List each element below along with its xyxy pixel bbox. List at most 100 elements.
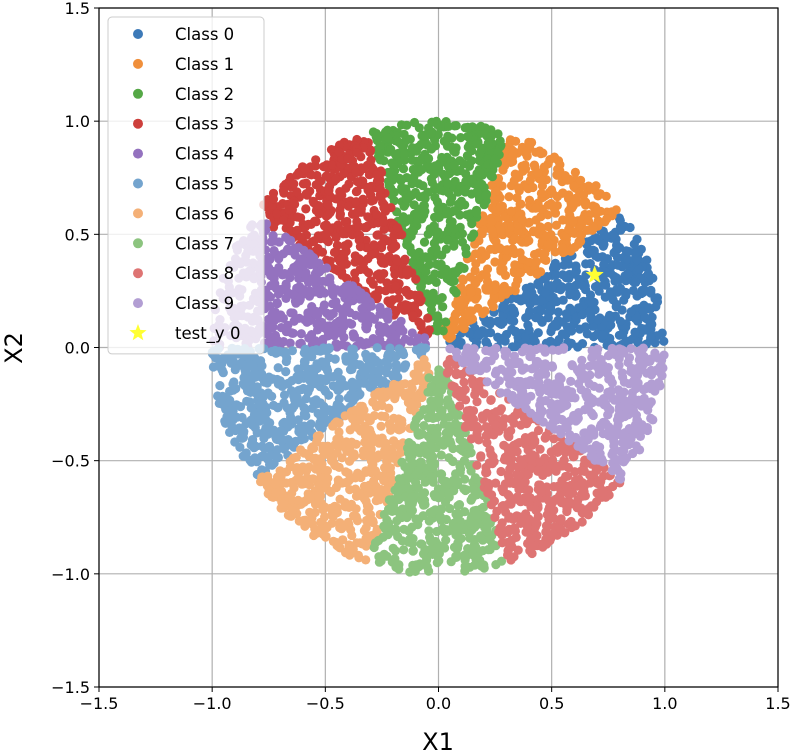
data-point (646, 332, 656, 342)
data-point (459, 456, 469, 466)
data-point (326, 487, 336, 497)
data-point (252, 457, 262, 467)
data-point (424, 252, 434, 262)
highlight-layer (585, 265, 604, 283)
data-point (316, 374, 326, 384)
data-point (462, 151, 472, 161)
data-point (380, 449, 391, 459)
data-point (379, 476, 389, 486)
data-point (563, 471, 573, 481)
data-point (624, 246, 634, 257)
data-point (456, 464, 466, 474)
data-point (510, 398, 521, 408)
data-point (494, 243, 504, 254)
data-point (358, 367, 368, 377)
data-point (465, 272, 476, 282)
data-point (400, 334, 410, 344)
data-point (278, 215, 288, 225)
data-point (311, 155, 321, 165)
data-point (343, 297, 353, 307)
data-point (351, 310, 361, 320)
data-point (399, 149, 409, 160)
data-point (655, 362, 665, 372)
data-point (634, 264, 645, 274)
data-point (392, 257, 402, 267)
data-point (301, 268, 311, 278)
data-point (402, 301, 412, 311)
data-point (242, 386, 253, 396)
data-point (303, 219, 313, 229)
data-point (511, 280, 521, 290)
data-point (463, 122, 473, 132)
data-point (328, 421, 338, 431)
data-point (458, 274, 468, 284)
data-point (376, 148, 386, 158)
data-point (630, 327, 640, 337)
data-point (466, 448, 476, 458)
data-point (369, 476, 379, 486)
data-point (523, 416, 533, 426)
data-point (397, 536, 407, 546)
data-point (561, 420, 571, 430)
data-point (548, 513, 559, 523)
data-point (496, 466, 506, 477)
data-point (420, 333, 430, 343)
data-point (531, 505, 541, 516)
data-point (481, 190, 491, 200)
ticks: −1.5 −1.0 −0.5 0.0 0.5 1.0 1.5−1.5−1.0−0.50.00… (51, 0, 791, 713)
data-point (614, 330, 625, 340)
data-point (538, 542, 548, 552)
data-point (444, 453, 454, 463)
data-point (263, 290, 273, 300)
legend-label: Class 3 (175, 115, 234, 134)
data-point (334, 147, 344, 157)
data-point (650, 348, 660, 358)
data-point (617, 368, 627, 378)
data-point (555, 491, 565, 501)
y-tick-label: −1.5 (51, 678, 90, 697)
data-point (402, 195, 412, 205)
data-point (229, 377, 239, 387)
data-point (222, 417, 232, 427)
data-point (431, 228, 441, 238)
data-point (647, 379, 657, 389)
data-point (296, 232, 306, 242)
data-point (431, 429, 441, 439)
legend-marker (133, 118, 143, 129)
data-point (571, 433, 581, 443)
data-point (488, 302, 498, 312)
data-point (540, 248, 550, 258)
data-point (305, 491, 315, 501)
data-point (322, 478, 332, 488)
data-point (269, 315, 279, 325)
data-point (532, 269, 542, 279)
data-point (523, 469, 533, 480)
data-point (389, 242, 399, 252)
data-point (561, 309, 572, 319)
data-point (475, 149, 485, 159)
data-point (476, 227, 487, 237)
data-point (598, 241, 608, 251)
data-point (473, 303, 483, 313)
data-point (532, 530, 542, 541)
data-point (508, 514, 518, 524)
data-point (538, 383, 548, 393)
data-point (528, 182, 538, 193)
data-point (595, 479, 605, 490)
data-point (498, 415, 508, 425)
data-point (279, 444, 289, 454)
data-point (314, 209, 324, 219)
data-point (450, 360, 461, 370)
data-point (528, 450, 538, 460)
data-point (256, 356, 266, 366)
data-point (506, 206, 516, 216)
data-point (434, 397, 445, 407)
data-point (449, 276, 459, 286)
data-point (390, 554, 400, 564)
data-point (586, 314, 596, 324)
data-point (399, 524, 409, 534)
data-point (505, 379, 515, 389)
data-point (344, 201, 354, 211)
data-point (606, 386, 617, 396)
